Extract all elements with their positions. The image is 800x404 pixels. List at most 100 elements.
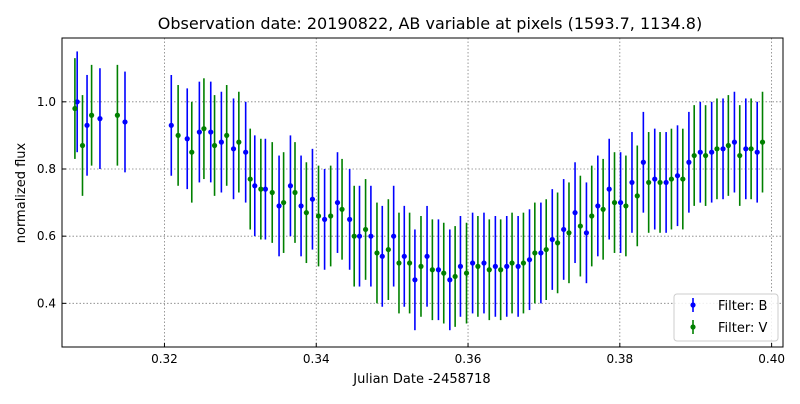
legend-item: Filter: B bbox=[690, 298, 767, 314]
data-point bbox=[175, 132, 181, 139]
data-point bbox=[475, 263, 481, 269]
data-point bbox=[424, 253, 430, 259]
data-point bbox=[356, 233, 363, 239]
data-point bbox=[84, 122, 90, 128]
data-point bbox=[686, 159, 692, 165]
plot-data bbox=[72, 51, 766, 331]
data-point bbox=[224, 132, 230, 139]
data-point bbox=[538, 250, 544, 256]
data-point bbox=[309, 196, 316, 202]
data-point bbox=[262, 186, 268, 192]
data-point bbox=[691, 152, 697, 159]
data-point bbox=[201, 126, 207, 132]
data-point bbox=[391, 233, 397, 239]
data-point bbox=[396, 260, 402, 266]
data-point bbox=[611, 199, 618, 206]
data-point bbox=[418, 263, 424, 269]
data-point bbox=[634, 193, 640, 199]
data-point bbox=[549, 236, 555, 243]
data-point bbox=[252, 183, 258, 189]
y-axis-label: normalized flux bbox=[14, 142, 29, 243]
data-point bbox=[362, 226, 369, 233]
data-point bbox=[298, 203, 304, 209]
data-point bbox=[668, 176, 675, 182]
data-point bbox=[269, 189, 275, 196]
y-tick-label: 0.4 bbox=[37, 296, 56, 310]
data-point bbox=[526, 257, 533, 263]
data-point bbox=[379, 253, 385, 259]
data-point bbox=[509, 260, 515, 266]
data-point bbox=[754, 149, 760, 155]
data-point bbox=[457, 263, 464, 269]
data-point bbox=[281, 199, 287, 206]
data-point bbox=[276, 203, 282, 209]
data-point bbox=[385, 246, 391, 253]
data-point bbox=[566, 230, 572, 236]
data-point bbox=[554, 240, 561, 246]
data-point bbox=[374, 250, 380, 256]
data-point bbox=[287, 183, 294, 189]
data-point bbox=[429, 267, 435, 273]
y-tick-label: 0.6 bbox=[37, 229, 56, 243]
legend-label: Filter: B bbox=[718, 299, 767, 314]
legend-box bbox=[673, 293, 779, 342]
legend-item: Filter: V bbox=[690, 320, 767, 336]
data-point bbox=[725, 142, 731, 149]
data-point bbox=[617, 199, 624, 206]
data-point bbox=[236, 139, 242, 145]
y-tick-label: 1.0 bbox=[37, 95, 56, 109]
data-point bbox=[572, 210, 578, 216]
data-point bbox=[520, 260, 527, 266]
data-point bbox=[189, 149, 195, 155]
x-tick-label: 0.40 bbox=[758, 352, 785, 366]
data-point bbox=[663, 179, 669, 186]
data-point bbox=[657, 179, 663, 186]
x-tick-label: 0.36 bbox=[455, 352, 482, 366]
data-point bbox=[714, 146, 720, 152]
data-point bbox=[208, 129, 214, 135]
data-point bbox=[481, 260, 487, 266]
data-point bbox=[606, 186, 612, 192]
data-point bbox=[629, 179, 635, 186]
data-point bbox=[292, 189, 298, 196]
data-point bbox=[709, 149, 715, 155]
data-point bbox=[406, 260, 413, 266]
axes-frame bbox=[61, 37, 784, 348]
data-point bbox=[600, 206, 606, 212]
data-point bbox=[168, 122, 174, 128]
x-tick-label: 0.38 bbox=[606, 352, 633, 366]
data-point bbox=[114, 112, 121, 118]
data-point bbox=[486, 267, 492, 273]
data-point bbox=[218, 139, 224, 145]
data-point bbox=[74, 99, 80, 105]
data-point bbox=[504, 263, 510, 269]
data-point bbox=[743, 146, 749, 152]
data-point bbox=[623, 203, 629, 209]
axis-ticks: 0.32 0.34 0.36 0.38 0.40 0.4 0.6 0.8 1.0 bbox=[37, 95, 785, 366]
data-point bbox=[401, 253, 407, 259]
legend-marker bbox=[690, 302, 696, 308]
data-point bbox=[351, 233, 357, 239]
x-axis-label: Julian Date -2458718 bbox=[352, 372, 490, 387]
data-point bbox=[347, 216, 353, 222]
data-point bbox=[697, 149, 703, 155]
data-point bbox=[652, 176, 658, 182]
data-point bbox=[184, 136, 190, 142]
data-point bbox=[731, 139, 738, 145]
legend-label: Filter: V bbox=[718, 321, 767, 336]
data-point bbox=[589, 213, 595, 219]
data-point bbox=[258, 186, 264, 192]
data-point bbox=[674, 173, 681, 179]
data-point bbox=[122, 119, 128, 125]
data-point bbox=[447, 277, 453, 283]
data-point bbox=[334, 199, 341, 206]
data-point bbox=[315, 213, 322, 219]
data-point bbox=[452, 273, 458, 280]
data-point bbox=[498, 267, 504, 273]
legend-marker bbox=[690, 324, 696, 330]
data-point bbox=[88, 112, 95, 118]
data-point bbox=[469, 260, 476, 266]
data-point bbox=[435, 267, 442, 273]
